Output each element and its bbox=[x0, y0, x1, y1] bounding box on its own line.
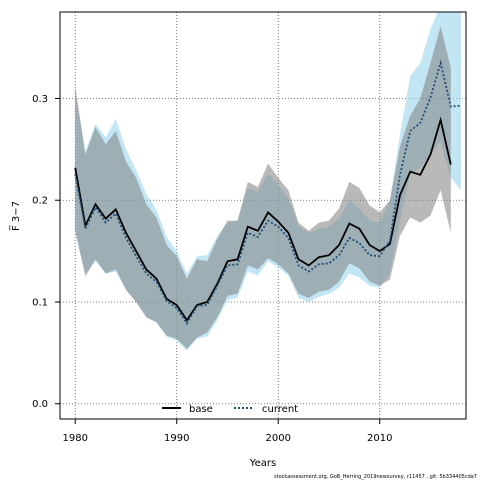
y-axis-title: F̅ 3−7 bbox=[9, 201, 22, 231]
y-tick-label: 0.2 bbox=[32, 196, 48, 207]
series-line-current bbox=[74, 59, 461, 326]
x-tick-label: 2010 bbox=[367, 433, 392, 444]
series-lines bbox=[74, 59, 461, 326]
y-tick-label: 0.1 bbox=[32, 297, 48, 308]
band-base bbox=[75, 26, 451, 349]
legend-label-current: current bbox=[262, 404, 298, 415]
legend: base current bbox=[162, 404, 298, 415]
plot-frame bbox=[59, 11, 467, 420]
x-tick-label: 1980 bbox=[62, 433, 87, 444]
y-tick-label: 0.0 bbox=[32, 399, 48, 410]
grid-lines bbox=[60, 12, 466, 419]
x-axis-title: Years bbox=[249, 458, 276, 469]
series-line-base bbox=[74, 116, 452, 322]
axis-ticks: 1980 1990 2000 2010 0.0 0.1 0.2 0.3 bbox=[32, 94, 392, 444]
x-tick-label: 2000 bbox=[265, 433, 290, 444]
legend-label-base: base bbox=[189, 404, 213, 415]
x-tick-label: 1990 bbox=[164, 433, 189, 444]
confidence-bands bbox=[75, 12, 461, 351]
footer-note: stockassessment.org, GoB_Herring_2019new… bbox=[274, 474, 477, 480]
y-tick-label: 0.3 bbox=[32, 94, 48, 105]
